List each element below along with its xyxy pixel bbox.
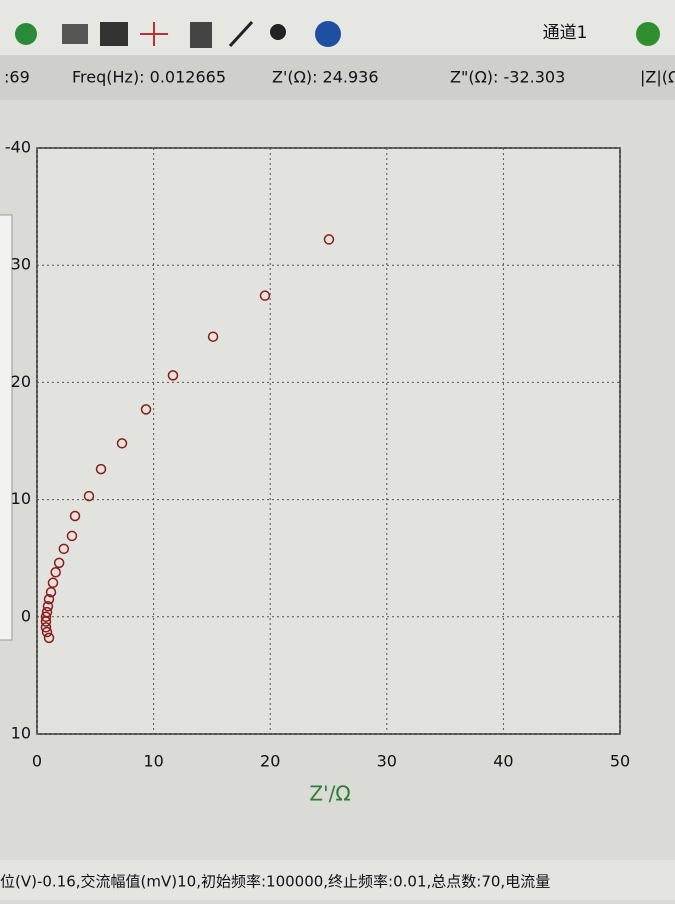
status-freq: Freq(Hz): 0.012665 <box>72 68 226 87</box>
data-point <box>69 510 81 522</box>
y-tick-label: 30 <box>11 255 31 274</box>
footer-bar <box>0 860 675 900</box>
y-tick-label: 10 <box>11 724 31 743</box>
data-point <box>50 567 61 578</box>
data-point <box>47 577 59 589</box>
data-point <box>83 490 95 502</box>
y-tick-label: -40 <box>5 138 31 157</box>
status-values: :69 Freq(Hz): 0.012665 Z'(Ω): 24.936 Z"(… <box>4 68 675 87</box>
status-light <box>636 22 660 46</box>
data-point <box>53 557 65 569</box>
footer-text: 位(V)-0.16,交流幅值(mV)10,初始频率:100000,终止频率:0.… <box>0 873 550 891</box>
chart-icon[interactable] <box>100 22 128 46</box>
x-tick-label: 0 <box>32 752 42 771</box>
data-point <box>140 404 152 415</box>
x-tick-label: 20 <box>260 752 280 771</box>
plot-area <box>36 147 621 735</box>
side-panel <box>0 214 13 641</box>
data-point <box>58 543 70 555</box>
data-point <box>167 370 179 381</box>
status-index: :69 <box>4 68 30 87</box>
print-icon[interactable] <box>62 24 88 44</box>
data-point <box>45 586 57 598</box>
y-tick-label: 0 <box>21 606 31 625</box>
data-point <box>41 626 53 638</box>
status-bar <box>0 55 675 100</box>
data-point <box>116 438 128 449</box>
data-point <box>207 331 219 342</box>
marker-icon[interactable] <box>270 24 286 40</box>
refresh-icon[interactable] <box>15 23 37 45</box>
data-point <box>43 593 55 605</box>
status-zre: Z'(Ω): 24.936 <box>272 68 379 87</box>
data-point <box>259 290 271 301</box>
data-point <box>66 530 78 542</box>
y-tick-label: 10 <box>11 489 31 508</box>
status-zim: Z"(Ω): -32.303 <box>450 68 565 87</box>
data-point <box>42 601 54 612</box>
status-zmod: |Z|(Ω <box>640 68 675 87</box>
data-point <box>40 616 52 627</box>
y-tick-label: 20 <box>11 372 31 391</box>
x-tick-label: 50 <box>610 752 630 771</box>
line-icon[interactable] <box>228 20 254 48</box>
x-tick-label: 10 <box>143 752 163 771</box>
data-point <box>40 611 52 623</box>
data-point <box>43 632 55 644</box>
help-icon[interactable] <box>315 21 341 47</box>
x-tick-label: 30 <box>377 752 397 771</box>
x-tick-label: 40 <box>493 752 513 771</box>
data-point <box>95 463 107 475</box>
data-point <box>40 622 52 633</box>
channel-label: 通道1 <box>543 23 588 43</box>
data-point <box>323 234 335 245</box>
x-axis-label: Z'/Ω <box>309 782 350 806</box>
copy-icon[interactable] <box>190 22 212 48</box>
cursor-icon[interactable] <box>140 22 168 46</box>
